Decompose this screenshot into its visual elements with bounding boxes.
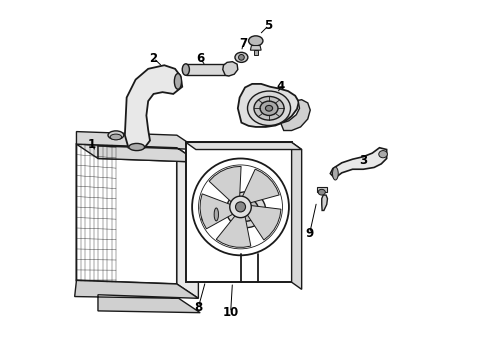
Ellipse shape: [260, 101, 278, 116]
Polygon shape: [216, 216, 251, 247]
Text: 6: 6: [196, 51, 204, 64]
Polygon shape: [186, 142, 302, 149]
Polygon shape: [281, 100, 310, 131]
Polygon shape: [125, 65, 182, 148]
Text: 3: 3: [359, 154, 368, 167]
Polygon shape: [292, 142, 302, 289]
Ellipse shape: [129, 143, 145, 150]
Ellipse shape: [110, 134, 122, 140]
Text: 8: 8: [194, 301, 202, 314]
Ellipse shape: [174, 73, 181, 89]
Text: 10: 10: [222, 306, 239, 319]
Ellipse shape: [182, 64, 190, 75]
Ellipse shape: [230, 196, 251, 218]
Polygon shape: [242, 169, 279, 203]
Text: 9: 9: [305, 227, 314, 240]
Polygon shape: [76, 132, 198, 162]
Ellipse shape: [214, 208, 219, 221]
Polygon shape: [317, 187, 327, 192]
Ellipse shape: [108, 131, 124, 139]
Polygon shape: [76, 144, 198, 162]
Ellipse shape: [333, 167, 338, 180]
Text: 2: 2: [149, 51, 158, 64]
Polygon shape: [74, 280, 200, 313]
Ellipse shape: [318, 189, 325, 195]
Ellipse shape: [248, 36, 263, 46]
Text: 7: 7: [239, 37, 247, 50]
Polygon shape: [330, 148, 387, 178]
Ellipse shape: [225, 64, 232, 75]
Ellipse shape: [247, 91, 291, 126]
Ellipse shape: [239, 54, 245, 60]
Polygon shape: [76, 144, 177, 284]
Ellipse shape: [266, 105, 272, 111]
Text: 4: 4: [277, 80, 285, 93]
Polygon shape: [202, 208, 216, 221]
Ellipse shape: [236, 202, 245, 212]
Text: 1: 1: [87, 138, 96, 151]
Polygon shape: [247, 206, 281, 240]
Ellipse shape: [192, 158, 289, 255]
Ellipse shape: [226, 192, 266, 228]
Polygon shape: [322, 195, 327, 211]
Text: 5: 5: [264, 19, 272, 32]
Ellipse shape: [235, 52, 248, 62]
Ellipse shape: [233, 198, 258, 221]
Ellipse shape: [254, 96, 284, 120]
Ellipse shape: [379, 150, 388, 158]
Polygon shape: [238, 84, 299, 127]
Polygon shape: [186, 142, 292, 282]
Polygon shape: [250, 45, 261, 50]
Polygon shape: [186, 64, 229, 75]
Polygon shape: [194, 150, 284, 274]
Ellipse shape: [198, 165, 282, 249]
Polygon shape: [254, 50, 258, 55]
Polygon shape: [200, 194, 233, 229]
Polygon shape: [209, 166, 241, 202]
Polygon shape: [223, 62, 238, 76]
Polygon shape: [177, 148, 198, 298]
